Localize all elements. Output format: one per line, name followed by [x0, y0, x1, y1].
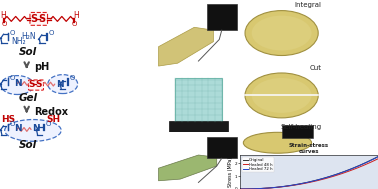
Healed 48 h: [376, 158, 378, 160]
Original: [376, 156, 378, 158]
Text: O: O: [10, 30, 15, 36]
Text: O: O: [10, 121, 15, 127]
Text: O: O: [69, 75, 74, 81]
Text: N: N: [56, 80, 64, 89]
Original: [354, 166, 359, 168]
Polygon shape: [158, 27, 214, 66]
Original: [238, 188, 242, 189]
Text: Cut: Cut: [310, 65, 322, 71]
Healed 48 h: [322, 178, 327, 180]
Ellipse shape: [252, 78, 311, 113]
Ellipse shape: [5, 119, 61, 141]
Text: H₂N: H₂N: [21, 32, 36, 41]
Text: S: S: [36, 80, 42, 89]
Text: N: N: [14, 79, 22, 88]
Text: NH₂: NH₂: [11, 37, 26, 46]
Polygon shape: [158, 155, 217, 181]
Healed 72 h: [322, 177, 327, 179]
Text: pH: pH: [34, 62, 50, 72]
Text: O: O: [48, 30, 54, 36]
Healed 72 h: [319, 178, 324, 180]
Ellipse shape: [245, 73, 318, 118]
Line: Healed 72 h: Healed 72 h: [240, 157, 378, 189]
Healed 48 h: [238, 188, 242, 189]
Text: S: S: [30, 14, 37, 24]
Original: [319, 178, 324, 180]
Text: O: O: [2, 21, 7, 27]
Healed 48 h: [238, 188, 243, 189]
Text: Integral: Integral: [294, 2, 322, 9]
Text: O: O: [10, 75, 15, 81]
Healed 72 h: [376, 156, 378, 158]
Healed 72 h: [363, 162, 367, 164]
Original: [238, 188, 243, 189]
Healed 72 h: [238, 188, 243, 189]
Text: S: S: [28, 80, 35, 89]
Text: Sol: Sol: [19, 47, 37, 57]
Legend: Original, Healed 48 h, Healed 72 h: Original, Healed 48 h, Healed 72 h: [242, 157, 274, 172]
Text: SH: SH: [47, 115, 61, 124]
Text: N: N: [14, 124, 22, 133]
Text: HS: HS: [1, 115, 15, 124]
Healed 72 h: [354, 166, 359, 168]
Title: Strain-stress
curves: Strain-stress curves: [289, 143, 329, 154]
Healed 48 h: [320, 178, 324, 180]
Original: [363, 162, 367, 164]
Ellipse shape: [245, 11, 318, 56]
Text: H: H: [73, 11, 79, 20]
Healed 72 h: [320, 178, 324, 180]
Healed 48 h: [363, 164, 367, 166]
Text: Gel: Gel: [19, 93, 38, 103]
Text: N: N: [32, 124, 39, 133]
Original: [320, 177, 324, 180]
Polygon shape: [175, 78, 222, 122]
Ellipse shape: [252, 15, 311, 50]
Text: Self-healing: Self-healing: [280, 124, 322, 130]
FancyBboxPatch shape: [29, 80, 43, 90]
Healed 48 h: [354, 167, 359, 170]
Original: [322, 177, 327, 179]
FancyBboxPatch shape: [30, 12, 48, 25]
FancyBboxPatch shape: [207, 137, 237, 158]
Bar: [169, 121, 228, 132]
Text: O: O: [72, 21, 77, 27]
Text: Sol: Sol: [19, 140, 37, 149]
Ellipse shape: [1, 76, 34, 94]
FancyBboxPatch shape: [282, 125, 313, 138]
Ellipse shape: [48, 75, 77, 94]
Text: O: O: [45, 121, 51, 127]
Line: Healed 48 h: Healed 48 h: [240, 159, 378, 189]
Text: H: H: [0, 11, 6, 20]
Ellipse shape: [243, 132, 311, 153]
Text: Redox: Redox: [34, 107, 68, 116]
Healed 72 h: [238, 188, 242, 189]
Healed 48 h: [319, 178, 324, 181]
Line: Original: Original: [240, 157, 378, 189]
Y-axis label: Stress (MPa): Stress (MPa): [228, 157, 233, 187]
Text: S: S: [38, 14, 45, 24]
FancyBboxPatch shape: [207, 4, 237, 30]
